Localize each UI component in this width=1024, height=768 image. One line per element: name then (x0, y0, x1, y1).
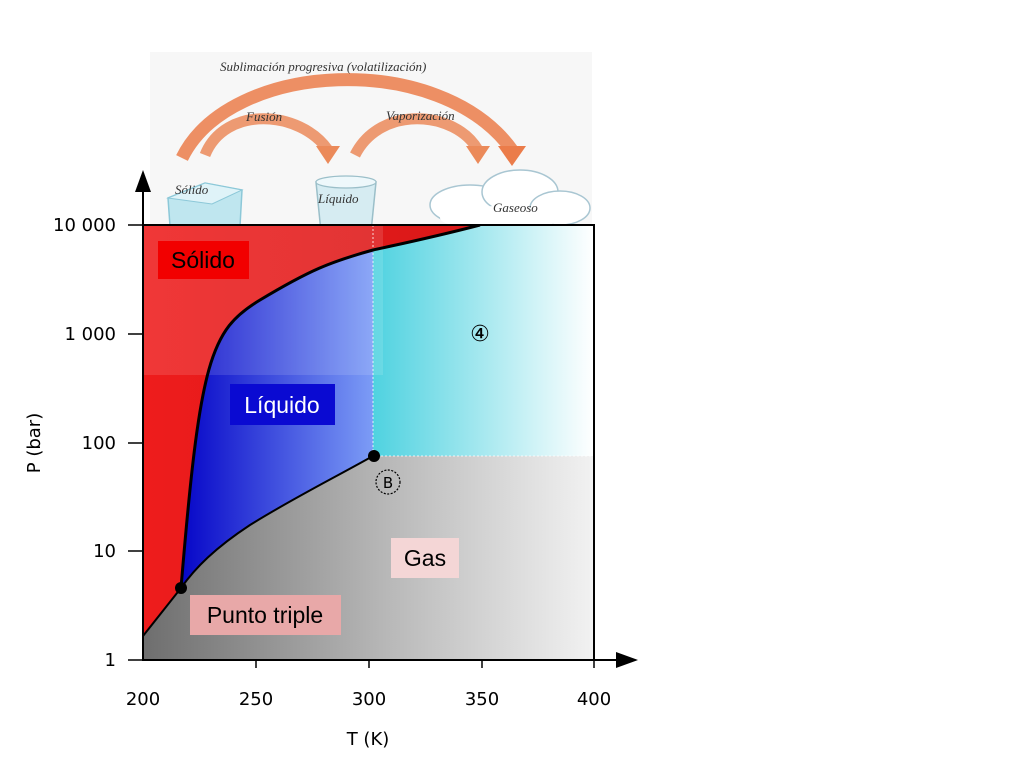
liquid-label-box (230, 384, 335, 425)
vaporization-arc (350, 113, 483, 158)
x-axis-arrowhead (616, 652, 638, 668)
x-axis-title: T (K) (346, 729, 390, 750)
triple-point-label-box (190, 595, 341, 635)
fusion-arrowhead (316, 146, 340, 164)
solid-label-box (158, 241, 249, 279)
y-tick-label: 10 000 (53, 215, 116, 236)
x-tick-label: 400 (577, 689, 611, 710)
solid-illustration-label: Sólido (175, 182, 209, 197)
y-tick-label: 1 (105, 650, 116, 671)
critical-point-marker: B (375, 469, 401, 495)
solid-label: Sólido (171, 247, 235, 273)
vaporization-label: Vaporización (386, 108, 455, 123)
x-tick-label: 200 (126, 689, 160, 710)
gas-label: Gas (404, 545, 446, 571)
sublimation-arrowhead (498, 146, 526, 166)
liquid-label: Líquido (244, 392, 319, 418)
y-tick-label: 1 000 (64, 324, 116, 345)
critical-point-letter: B (383, 474, 393, 492)
critical-point-dot (368, 450, 380, 462)
triple-point-dot (175, 582, 187, 594)
x-tick-label: 300 (352, 689, 386, 710)
vaporization-arrowhead (466, 146, 490, 164)
plot-area (143, 225, 594, 660)
y-tick-label: 10 (93, 541, 116, 562)
fusion-arc (199, 113, 333, 158)
sublimation-curve (143, 587, 182, 637)
cloud-icon (429, 169, 591, 230)
ice-cube-icon (166, 182, 244, 227)
gas-illustration-label: Gaseoso (493, 200, 538, 215)
melting-curve (179, 225, 481, 589)
fusion-label: Fusión (245, 109, 282, 124)
x-tick-label: 350 (465, 689, 499, 710)
liquid-illustration-label: Líquido (317, 191, 359, 206)
supercritical-region (373, 225, 594, 456)
x-tick-label: 250 (239, 689, 273, 710)
x-ticks (255, 660, 595, 668)
y-axis-title: P (bar) (24, 413, 45, 473)
sublimation-arc (176, 73, 518, 162)
sublimation-label: Sublimación progresiva (volatilización) (220, 59, 426, 74)
gas-label-box (391, 538, 459, 578)
y-tick-label: 100 (82, 433, 116, 454)
supercritical-marker: ④ (470, 322, 490, 347)
vaporization-curve (180, 455, 374, 589)
y-ticks (128, 224, 143, 661)
y-axis-arrowhead (135, 170, 151, 192)
triple-point-label: Punto triple (207, 602, 323, 628)
